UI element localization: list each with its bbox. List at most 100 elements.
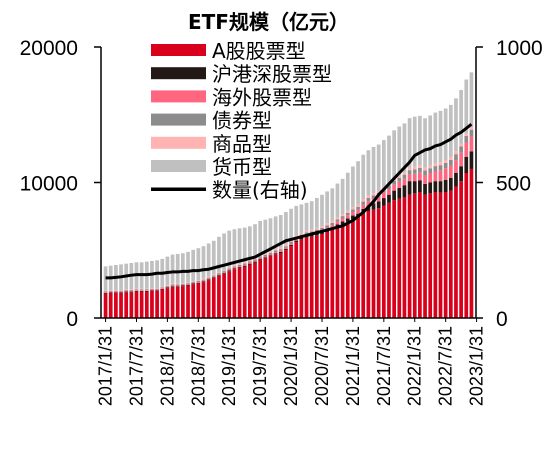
bar-segment-4-17 bbox=[191, 281, 196, 282]
bar-segment-5-15 bbox=[181, 253, 185, 284]
y-left-tick-label-1: 10000 bbox=[20, 173, 78, 196]
bar-segment-3-63 bbox=[428, 168, 433, 174]
bar-segment-1-10 bbox=[155, 290, 159, 291]
bar-segment-4-28 bbox=[248, 260, 252, 262]
bar-segment-3-9 bbox=[150, 288, 154, 290]
bar-segment-0-24 bbox=[227, 271, 232, 318]
bar-segment-0-4 bbox=[124, 292, 129, 318]
legend-swatch-1 bbox=[151, 67, 206, 80]
bar-segment-5-34 bbox=[278, 215, 283, 248]
bar-segment-4-21 bbox=[211, 274, 216, 276]
bar-segment-4-5 bbox=[129, 289, 134, 291]
bar-segment-1-47 bbox=[345, 218, 350, 222]
bar-segment-5-48 bbox=[351, 166, 355, 208]
bar-segment-4-50 bbox=[361, 199, 366, 202]
bar-segment-3-14 bbox=[175, 284, 180, 286]
bar-segment-0-40 bbox=[309, 236, 314, 318]
bar-segment-1-4 bbox=[124, 291, 129, 293]
bar-segment-3-61 bbox=[418, 167, 422, 173]
bar-segment-5-63 bbox=[428, 115, 433, 166]
bar-segment-1-46 bbox=[340, 221, 345, 225]
bar-segment-2-12 bbox=[165, 286, 170, 288]
bar-segment-0-57 bbox=[397, 198, 402, 318]
bar-segment-0-44 bbox=[330, 229, 335, 318]
bar-segment-1-14 bbox=[175, 286, 180, 287]
bar-segment-5-68 bbox=[454, 98, 458, 152]
bar-segment-0-53 bbox=[376, 208, 381, 318]
bar-segment-2-45 bbox=[335, 221, 340, 225]
bar-segment-5-58 bbox=[402, 123, 407, 173]
bar-segment-1-2 bbox=[114, 292, 118, 293]
bar-segment-5-35 bbox=[284, 212, 288, 245]
bar-segment-4-6 bbox=[134, 288, 139, 290]
bar-segment-4-47 bbox=[345, 210, 350, 213]
bar-segment-1-65 bbox=[438, 181, 443, 193]
bar-segment-5-30 bbox=[258, 220, 263, 255]
bar-segment-0-37 bbox=[294, 242, 299, 318]
y-left-tick-label-2: 20000 bbox=[20, 37, 78, 60]
bar-segment-1-15 bbox=[181, 285, 185, 287]
bar-segment-0-63 bbox=[428, 193, 433, 318]
bar-segment-0-42 bbox=[320, 233, 324, 318]
bar-segment-0-49 bbox=[356, 217, 360, 318]
bar-segment-3-5 bbox=[129, 290, 134, 291]
bar-segment-5-39 bbox=[304, 202, 309, 231]
bar-segment-2-44 bbox=[330, 225, 335, 228]
bar-segment-2-32 bbox=[268, 254, 273, 256]
bar-segment-3-52 bbox=[371, 195, 376, 199]
bar-segment-3-29 bbox=[253, 259, 257, 261]
bar-segment-5-53 bbox=[376, 144, 381, 191]
bar-segment-4-33 bbox=[273, 248, 278, 251]
bar-segment-3-55 bbox=[387, 185, 391, 190]
bar-segment-2-50 bbox=[361, 204, 366, 209]
bar-segment-2-47 bbox=[345, 215, 350, 219]
bar-segment-4-65 bbox=[438, 162, 443, 166]
bar-segment-0-30 bbox=[258, 259, 263, 318]
bar-segment-3-2 bbox=[114, 290, 118, 292]
bar-segment-1-48 bbox=[351, 215, 355, 220]
x-tick-label-8: 2021/1/31 bbox=[343, 326, 363, 406]
bar-segment-1-26 bbox=[237, 267, 242, 268]
bar-segment-5-70 bbox=[464, 79, 469, 134]
bar-segment-0-43 bbox=[325, 231, 329, 318]
bar-segment-4-66 bbox=[443, 160, 448, 163]
bar-segment-4-9 bbox=[150, 288, 154, 289]
bar-segment-0-18 bbox=[196, 283, 201, 318]
bar-segment-1-23 bbox=[222, 273, 226, 274]
bar-segment-3-68 bbox=[454, 154, 458, 161]
bar-segment-2-24 bbox=[227, 269, 232, 271]
bar-segment-5-41 bbox=[314, 197, 319, 228]
bar-segment-0-61 bbox=[418, 191, 422, 318]
bar-segment-5-60 bbox=[412, 116, 417, 167]
bar-segment-2-69 bbox=[459, 152, 463, 167]
bar-segment-0-34 bbox=[278, 252, 283, 318]
bar-segment-2-51 bbox=[366, 200, 371, 206]
bar-segment-0-1 bbox=[108, 292, 113, 318]
bar-segment-4-60 bbox=[412, 166, 417, 170]
bar-segment-4-48 bbox=[351, 207, 355, 210]
bar-segment-5-25 bbox=[232, 229, 237, 266]
bar-segment-2-34 bbox=[278, 250, 283, 252]
bar-segment-5-57 bbox=[397, 126, 402, 176]
bar-segment-5-24 bbox=[227, 230, 232, 268]
bar-segment-4-25 bbox=[232, 265, 237, 267]
bar-segment-0-50 bbox=[361, 213, 366, 318]
bar-segment-0-14 bbox=[175, 286, 180, 318]
bar-segment-4-46 bbox=[340, 214, 345, 217]
bar-segment-5-55 bbox=[387, 135, 391, 184]
bar-segment-3-26 bbox=[237, 264, 242, 267]
bar-segment-3-64 bbox=[433, 166, 438, 171]
bar-segment-4-0 bbox=[103, 290, 108, 292]
bar-segment-5-27 bbox=[242, 227, 247, 263]
bar-segment-2-48 bbox=[351, 212, 355, 216]
bar-segment-2-19 bbox=[201, 280, 206, 282]
bar-segment-5-13 bbox=[170, 254, 175, 284]
bar-segment-5-37 bbox=[294, 205, 299, 236]
bar-segment-5-49 bbox=[356, 161, 360, 205]
bar-segment-5-45 bbox=[335, 183, 340, 218]
bar-segment-3-18 bbox=[196, 281, 201, 283]
bar-segment-3-21 bbox=[211, 275, 216, 277]
bar-segment-0-9 bbox=[150, 290, 154, 318]
bar-segment-0-31 bbox=[263, 258, 268, 318]
bar-segment-4-45 bbox=[335, 217, 340, 220]
